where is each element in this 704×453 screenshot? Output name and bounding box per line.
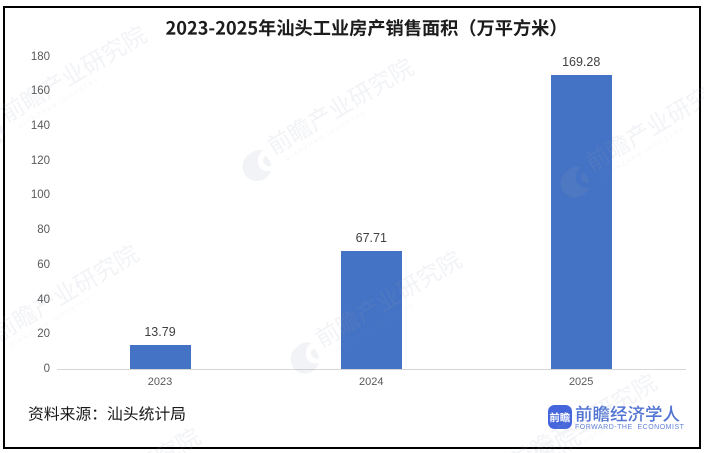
svg-text:QIANZHAN INDUSTRY: QIANZHAN INDUSTRY: [602, 125, 687, 179]
svg-text:QIANZHAN INDUSTRY: QIANZHAN INDUSTRY: [9, 295, 94, 349]
svg-text:QIANZHAN INDUSTRY: QIANZHAN INDUSTRY: [284, 109, 369, 163]
svg-text:QIANZHAN INDUSTRY: QIANZHAN INDUSTRY: [332, 301, 417, 355]
svg-text:QIANZHAN INDUSTRY: QIANZHAN INDUSTRY: [17, 76, 102, 130]
